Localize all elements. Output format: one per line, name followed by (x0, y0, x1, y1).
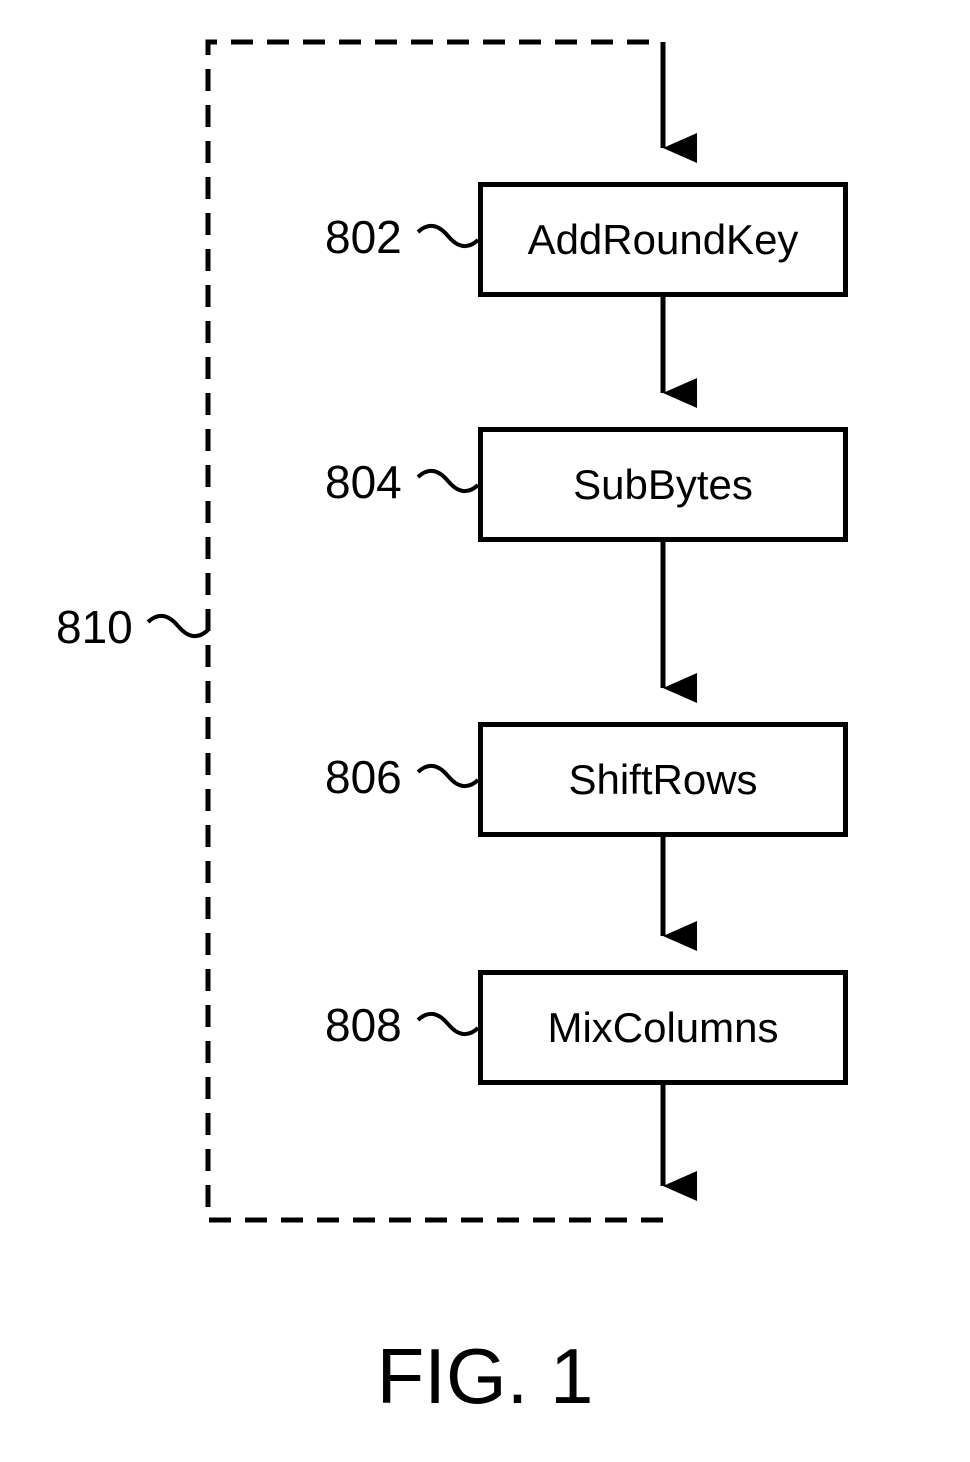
box-label-shiftrows: ShiftRows (568, 756, 757, 804)
flowchart-canvas: AddRoundKey SubBytes ShiftRows MixColumns 80… (0, 0, 970, 1462)
box-label-subbytes: SubBytes (573, 461, 753, 509)
box-shiftrows: ShiftRows (478, 722, 848, 837)
box-subbytes: SubBytes (478, 427, 848, 542)
ref-label-806: 806 (325, 750, 402, 804)
figure-label: FIG. 1 (0, 1331, 970, 1422)
box-addroundkey: AddRoundKey (478, 182, 848, 297)
ref-label-808: 808 (325, 998, 402, 1052)
ref-label-804: 804 (325, 455, 402, 509)
ref-label-802: 802 (325, 210, 402, 264)
ref-label-810: 810 (56, 600, 133, 654)
box-label-addroundkey: AddRoundKey (528, 216, 799, 264)
box-mixcolumns: MixColumns (478, 970, 848, 1085)
box-label-mixcolumns: MixColumns (547, 1004, 778, 1052)
